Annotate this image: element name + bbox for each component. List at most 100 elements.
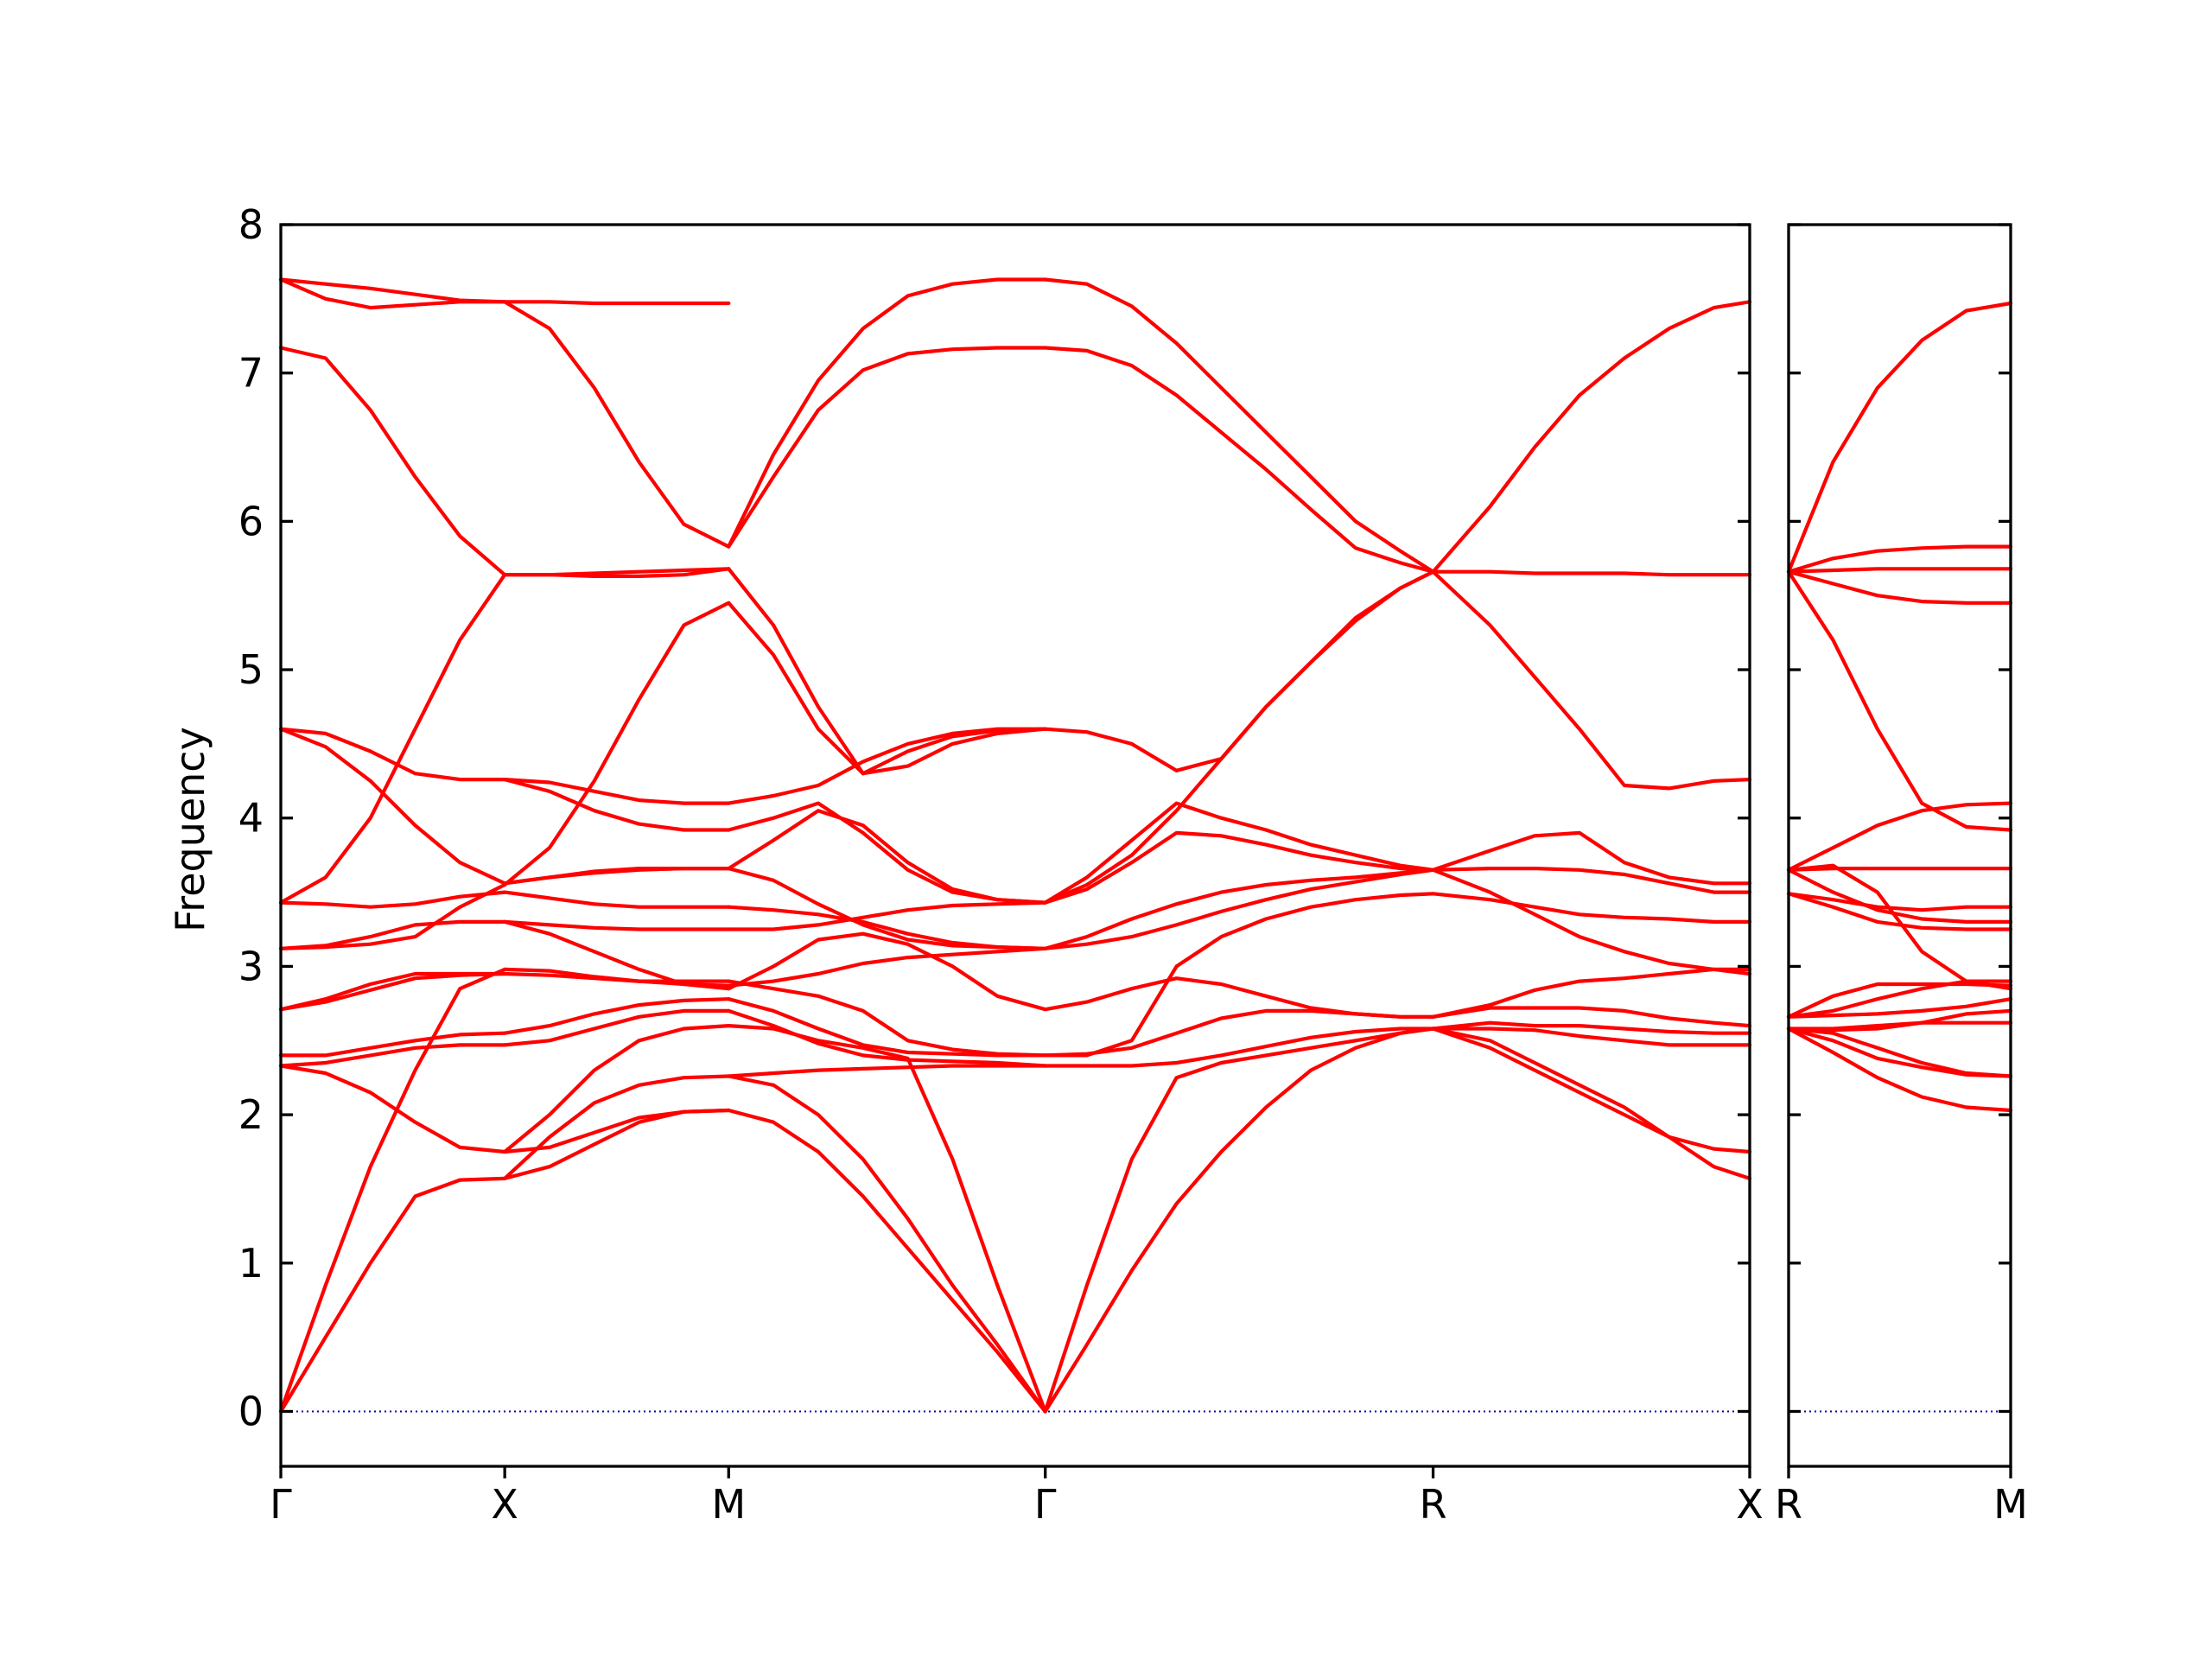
band-line — [727, 900, 1047, 931]
y-tick-label: 2 — [238, 1091, 264, 1138]
band-line — [727, 997, 1047, 1058]
band-line — [1786, 569, 2013, 605]
band-line — [1043, 868, 1435, 950]
band-line — [1043, 892, 1435, 1058]
band-line — [1786, 997, 2013, 1019]
band-line — [1431, 300, 1752, 574]
y-axis-label-group: Frequency — [167, 727, 213, 932]
band-line — [1786, 982, 2013, 1019]
x-tick-label: X — [1736, 1481, 1764, 1528]
band-line — [1431, 830, 1752, 886]
x-tick-label: Γ — [270, 1481, 292, 1528]
band-line — [278, 277, 507, 310]
band-line — [1431, 569, 1752, 577]
band-line — [727, 1064, 1047, 1078]
band-line — [1431, 1006, 1752, 1028]
band-line — [1431, 1020, 1752, 1035]
y-tick-label: 0 — [238, 1388, 264, 1434]
band-line — [1043, 801, 1435, 905]
band-line — [1431, 569, 1752, 791]
band-line — [1043, 976, 1435, 1019]
band-line — [727, 801, 1047, 905]
band-line — [727, 1108, 1047, 1414]
band-line — [278, 346, 507, 577]
x-tick-label: R — [1420, 1481, 1447, 1528]
y-axis-label: Frequency — [167, 727, 213, 932]
band-line — [727, 727, 1047, 805]
band-line — [1043, 1027, 1435, 1414]
band-line — [727, 1008, 1047, 1068]
band-line — [1786, 1027, 2013, 1078]
band-line — [1431, 892, 1752, 924]
band-line — [1043, 1008, 1435, 1058]
band-line — [503, 567, 731, 578]
band-line — [727, 931, 1047, 1012]
band-line — [727, 1024, 1047, 1414]
band-line — [1043, 830, 1435, 905]
band-line — [503, 1008, 731, 1047]
y-tick-label: 8 — [238, 201, 264, 248]
band-line — [1786, 892, 2013, 931]
axes-frame — [1787, 223, 2012, 1468]
band-line — [1431, 867, 1752, 894]
band-line — [1043, 868, 1435, 950]
band-line — [278, 1176, 507, 1414]
y-tick-label: 1 — [238, 1240, 264, 1287]
band-line — [1786, 867, 2013, 872]
band-line — [1786, 801, 2013, 872]
band-line — [278, 890, 507, 909]
y-tick-label: 4 — [238, 795, 264, 842]
x-tick-label: M — [711, 1481, 746, 1528]
y-tick-label: 5 — [238, 646, 264, 693]
band-line — [727, 1074, 1047, 1414]
band-line — [727, 567, 1047, 776]
band-line — [503, 867, 731, 886]
axes-frame — [279, 223, 1751, 1468]
y-tick-label: 6 — [238, 498, 264, 544]
band-line — [1786, 979, 2013, 1019]
band-line — [278, 967, 507, 1414]
band-line — [503, 1024, 731, 1154]
main-path-panel: 0 1 2 3 4 5 6 7 8 Γ X M Γ R X — [238, 201, 1764, 1528]
y-tick-label: 7 — [238, 350, 264, 397]
x-tick-label: R — [1775, 1481, 1802, 1528]
band-line — [278, 1043, 507, 1068]
band-line — [503, 300, 731, 549]
band-line — [503, 778, 731, 805]
band-line — [278, 727, 507, 782]
band-line — [727, 346, 1047, 549]
band-line — [1431, 1027, 1752, 1180]
band-line — [1043, 569, 1435, 772]
band-line — [503, 890, 731, 909]
band-line — [503, 1108, 731, 1154]
band-line — [1043, 569, 1435, 905]
band-line — [1786, 892, 2013, 912]
band-line — [727, 946, 1047, 988]
band-line — [503, 919, 731, 991]
band-line — [1786, 569, 2013, 832]
band-line — [278, 573, 507, 905]
x-tick-label: X — [491, 1481, 518, 1528]
band-line — [503, 967, 731, 983]
band-line — [1786, 301, 2013, 574]
band-line — [1786, 1008, 2013, 1033]
band-line — [1786, 567, 2013, 574]
band-line — [1431, 868, 1752, 976]
band-line — [278, 1064, 507, 1154]
band-line — [727, 867, 1047, 950]
band-line — [1043, 277, 1435, 574]
band-line — [727, 979, 1047, 1058]
band-line — [727, 601, 1047, 776]
band-line — [503, 300, 731, 306]
band-line — [1786, 868, 2013, 924]
band-line — [503, 778, 731, 832]
band-line — [1431, 1027, 1752, 1047]
band-line — [727, 277, 1047, 549]
band-line — [1786, 544, 2013, 574]
band-line — [278, 971, 507, 1012]
band-line — [503, 1074, 731, 1180]
band-line — [503, 601, 731, 887]
y-tick-label: 3 — [238, 943, 264, 989]
